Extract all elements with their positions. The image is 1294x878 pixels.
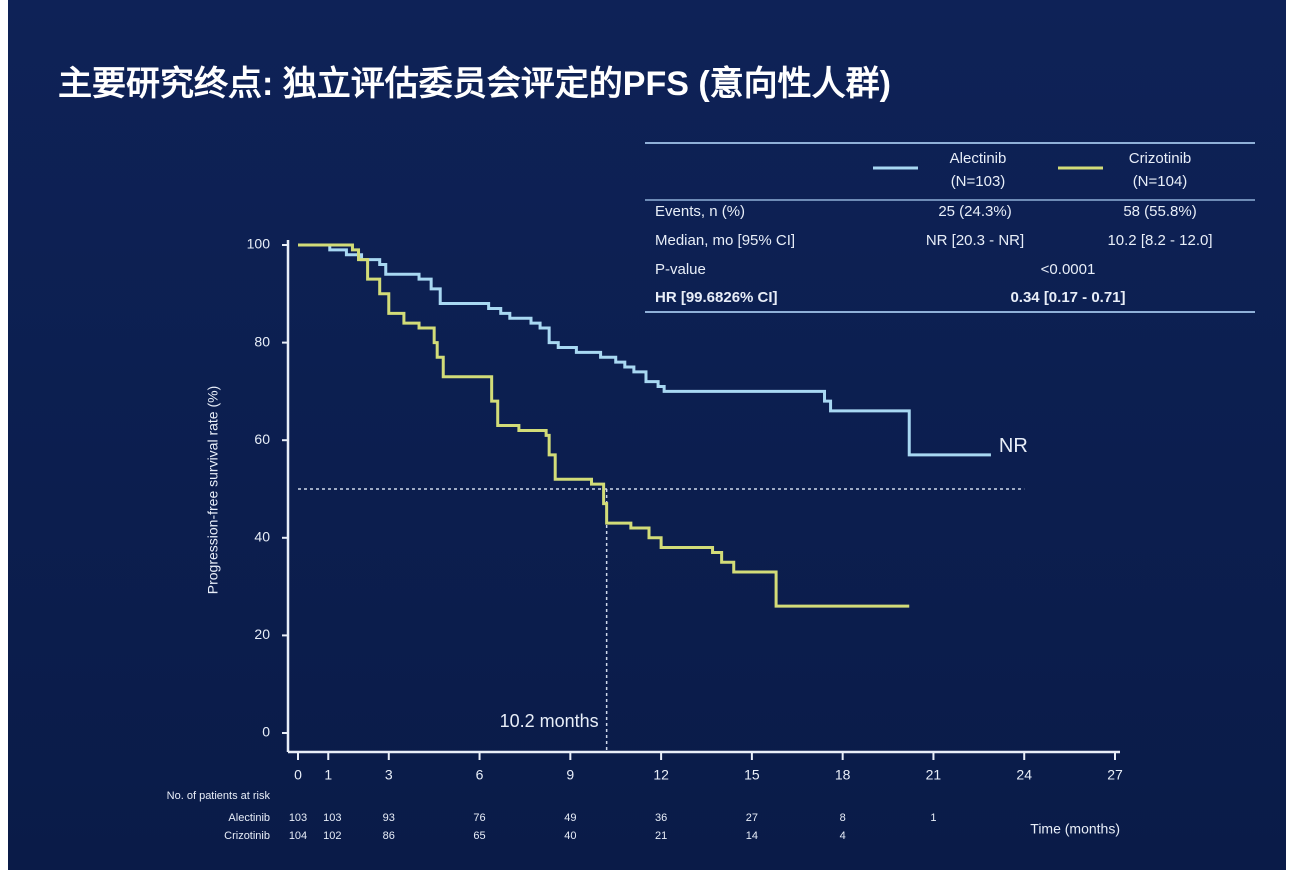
at-risk-count: 76 <box>473 812 485 824</box>
summary-table <box>645 142 1255 313</box>
y-tick-label: 20 <box>254 626 270 642</box>
table-cell: 58 (55.8%) <box>1123 203 1196 220</box>
slide-background <box>8 0 1286 870</box>
x-tick-label: 1 <box>324 767 332 783</box>
at-risk-count: 65 <box>473 830 485 842</box>
curve-end-label: NR <box>999 435 1028 457</box>
y-tick-label: 80 <box>254 333 270 349</box>
x-tick-label: 9 <box>566 767 574 783</box>
x-axis-title: Time (months) <box>1030 821 1120 837</box>
at-risk-count: 103 <box>323 812 341 824</box>
at-risk-count: 49 <box>564 812 576 824</box>
x-tick-label: 3 <box>385 767 393 783</box>
x-tick-label: 18 <box>835 767 851 783</box>
x-tick-label: 15 <box>744 767 760 783</box>
survival-curve <box>298 243 991 457</box>
at-risk-count: 104 <box>289 830 307 842</box>
at-risk-count: 103 <box>289 812 307 824</box>
x-tick-label: 21 <box>926 767 942 783</box>
median-label: 10.2 months <box>500 711 599 731</box>
at-risk-title: No. of patients at risk <box>167 790 271 802</box>
at-risk-count: 21 <box>655 830 667 842</box>
table-row-label: Events, n (%) <box>655 203 745 220</box>
table-cell: 25 (24.3%) <box>938 203 1011 220</box>
slide-title: 主要研究终点: 独立评估委员会评定的PFS (意向性人群) <box>58 65 891 103</box>
survival-curve <box>298 243 910 608</box>
table-cell: NR [20.3 - NR] <box>926 232 1024 249</box>
at-risk-count: 1 <box>930 812 936 824</box>
legend-label: Crizotinib <box>1129 150 1192 167</box>
y-tick-label: 60 <box>254 431 270 447</box>
y-tick-label: 40 <box>254 529 270 545</box>
x-tick-label: 0 <box>294 767 302 783</box>
at-risk-count: 102 <box>323 830 341 842</box>
at-risk-count: 27 <box>746 812 758 824</box>
y-tick-label: 100 <box>247 236 271 252</box>
table-cell: 10.2 [8.2 - 12.0] <box>1107 232 1212 249</box>
table-row-label: HR [99.6826% CI] <box>655 289 778 306</box>
at-risk-count: 36 <box>655 812 667 824</box>
at-risk-count: 93 <box>383 812 395 824</box>
y-tick-label: 0 <box>262 724 270 740</box>
table-row-label: P-value <box>655 261 706 278</box>
legend-n: (N=103) <box>951 173 1006 190</box>
at-risk-count: 14 <box>746 830 758 842</box>
at-risk-name: Crizotinib <box>224 830 270 842</box>
at-risk-count: 40 <box>564 830 576 842</box>
legend-n: (N=104) <box>1133 173 1188 190</box>
x-tick-label: 12 <box>653 767 669 783</box>
table-cell: <0.0001 <box>1041 261 1096 278</box>
x-tick-label: 6 <box>476 767 484 783</box>
x-tick-label: 24 <box>1016 767 1032 783</box>
at-risk-name: Alectinib <box>228 812 270 824</box>
at-risk-count: 4 <box>840 830 846 842</box>
legend-label: Alectinib <box>950 150 1007 167</box>
table-row-label: Median, mo [95% CI] <box>655 232 795 249</box>
at-risk-count: 8 <box>840 812 846 824</box>
at-risk-count: 86 <box>383 830 395 842</box>
table-cell: 0.34 [0.17 - 0.71] <box>1010 289 1125 306</box>
y-axis-title: Progression-free survival rate (%) <box>205 386 221 595</box>
x-tick-label: 27 <box>1107 767 1123 783</box>
